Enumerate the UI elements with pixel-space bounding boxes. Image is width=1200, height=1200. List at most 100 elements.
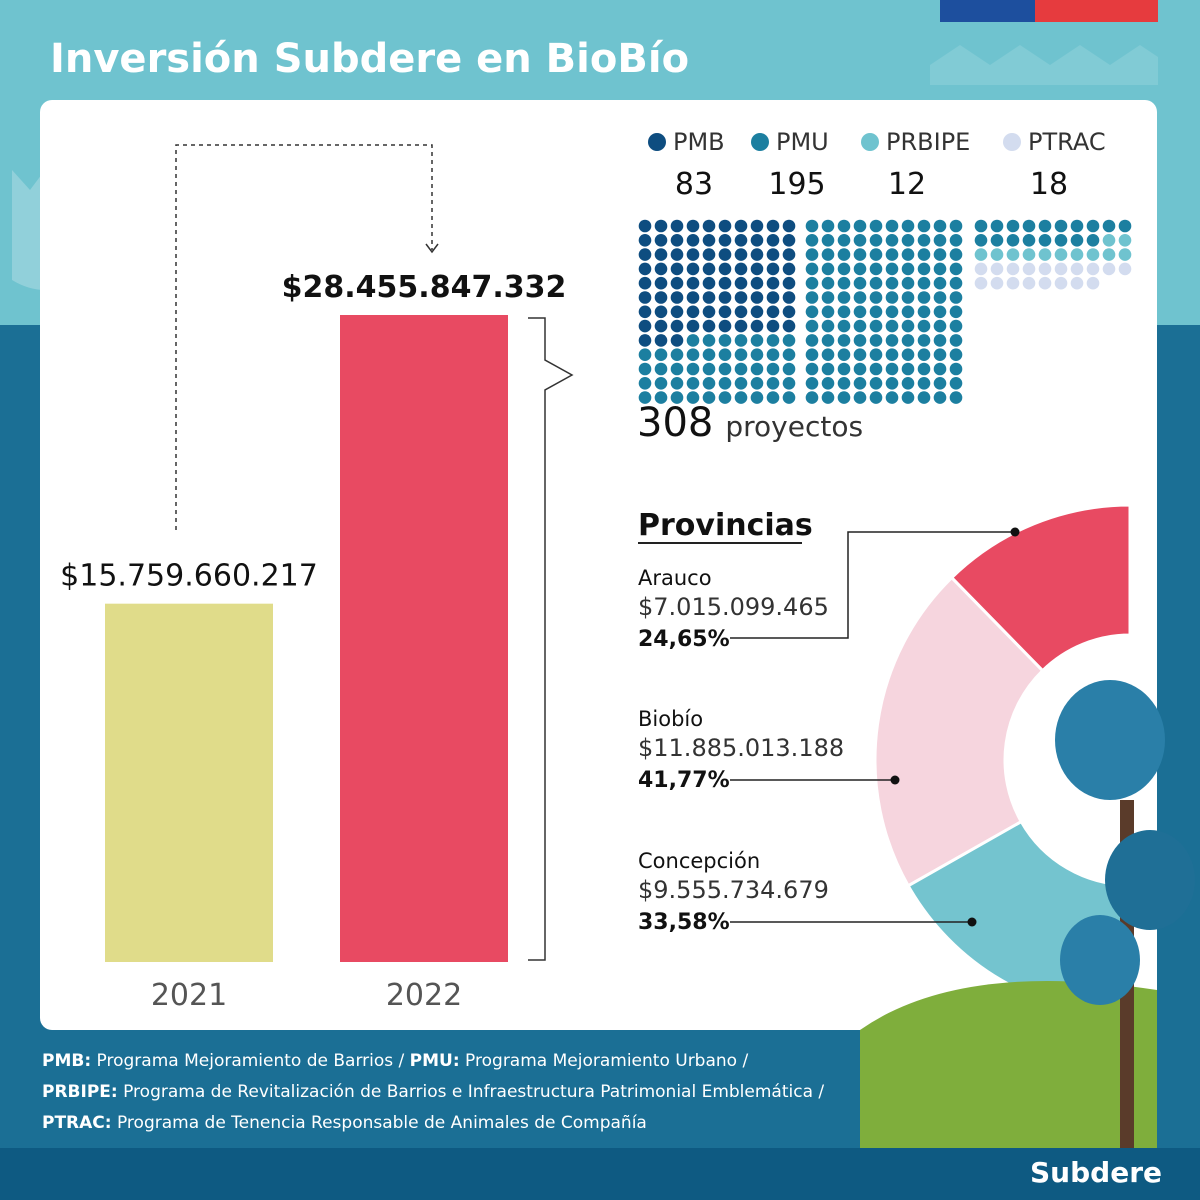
waffle-dot: [1086, 276, 1100, 290]
waffle-dot: [949, 262, 963, 276]
waffle-dot: [901, 248, 915, 261]
waffle-dot: [718, 262, 732, 276]
waffle-dot: [750, 334, 764, 347]
waffle-dot: [805, 219, 819, 233]
waffle-dot: [750, 377, 764, 390]
waffle-dot: [1086, 262, 1100, 276]
waffle-dot: [638, 248, 652, 261]
waffle-dot: [1102, 219, 1116, 233]
waffle-dot: [718, 391, 732, 404]
waffle-dot: [1022, 262, 1036, 276]
waffle-dot: [805, 276, 819, 290]
waffle-dot: [734, 291, 748, 304]
waffle-dot: [1006, 234, 1020, 247]
bracket: [528, 317, 574, 961]
waffle-dot: [766, 276, 780, 290]
waffle-dot: [702, 348, 716, 362]
waffle-dot: [1086, 219, 1100, 233]
waffle-dot: [853, 362, 867, 376]
donut-segment: [873, 575, 1045, 888]
waffle-dot: [837, 248, 851, 261]
waffle-dot: [750, 234, 764, 247]
province-name: Biobío: [638, 707, 703, 731]
waffle-dot: [917, 234, 931, 247]
title: Inversión Subdere en BioBío: [50, 36, 689, 82]
waffle-dot: [917, 391, 931, 404]
waffle-dot: [821, 377, 835, 390]
waffle-dot: [805, 334, 819, 347]
waffle-dot: [638, 219, 652, 233]
waffle-dot: [917, 262, 931, 276]
value-label: $15.759.660.217: [60, 559, 318, 594]
waffle-dot: [933, 248, 947, 261]
waffle-dot: [686, 276, 700, 290]
province-amount: $11.885.013.188: [638, 734, 844, 762]
waffle-dot: [734, 248, 748, 261]
waffle-dot: [837, 348, 851, 362]
waffle-dot: [718, 276, 732, 290]
waffle-dot: [821, 262, 835, 276]
footnote-text: Programa de Tenencia Responsable de Anim…: [112, 1113, 647, 1133]
waffle-dot: [869, 391, 883, 404]
waffle-dot: [670, 305, 684, 319]
waffle-dot: [885, 377, 899, 390]
waffle-dot: [805, 234, 819, 247]
flag-red: [1035, 0, 1158, 22]
province-amount: $9.555.734.679: [638, 876, 829, 904]
waffle-dot: [1070, 262, 1084, 276]
waffle-dot: [901, 234, 915, 247]
waffle-dot: [670, 362, 684, 376]
waffle-dot: [933, 334, 947, 347]
waffle-dot: [805, 377, 819, 390]
waffle-dot: [1070, 248, 1084, 261]
connector-arrow: [425, 243, 439, 254]
waffle-dot: [718, 234, 732, 247]
legend-name: PMB: [673, 128, 725, 156]
waffle-dot: [949, 334, 963, 347]
waffle-dot: [782, 391, 796, 404]
leader-line: [730, 531, 1015, 639]
legend-value: 195: [768, 167, 825, 202]
waffle-dot: [917, 334, 931, 347]
waffle-dot: [718, 305, 732, 319]
decor-waves: [930, 45, 1158, 85]
waffle-dot: [853, 248, 867, 261]
waffle-dot: [990, 262, 1004, 276]
waffle-dot: [974, 262, 988, 276]
legend-dot: [751, 133, 769, 151]
waffle-dot: [837, 291, 851, 304]
waffle-dot: [766, 262, 780, 276]
total-unit: proyectos: [725, 410, 863, 443]
waffle-dot: [1006, 219, 1020, 233]
waffle-dot: [933, 276, 947, 290]
waffle-dot: [734, 334, 748, 347]
waffle-dot: [885, 234, 899, 247]
waffle-dot: [1070, 234, 1084, 247]
waffle-dot: [949, 291, 963, 304]
waffle-dot: [805, 291, 819, 304]
waffle-dot: [782, 305, 796, 319]
waffle-dot: [750, 276, 764, 290]
waffle-dot: [686, 319, 700, 333]
waffle-dot: [853, 319, 867, 333]
waffle-dot: [885, 276, 899, 290]
waffle-dot: [654, 391, 668, 404]
waffle-dot: [885, 334, 899, 347]
waffle-dot: [702, 234, 716, 247]
waffle-dot: [837, 319, 851, 333]
waffle-dot: [638, 377, 652, 390]
waffle-dot: [702, 391, 716, 404]
waffle-dot: [805, 305, 819, 319]
waffle-dot: [782, 377, 796, 390]
waffle-dot: [837, 362, 851, 376]
waffle-dot: [1022, 234, 1036, 247]
waffle-dot: [782, 262, 796, 276]
waffle-dot: [869, 348, 883, 362]
waffle-dot: [821, 234, 835, 247]
waffle-dot: [869, 291, 883, 304]
waffle-dot: [638, 291, 652, 304]
waffle-dot: [949, 391, 963, 404]
waffle-dot: [766, 334, 780, 347]
waffle-dot: [821, 305, 835, 319]
